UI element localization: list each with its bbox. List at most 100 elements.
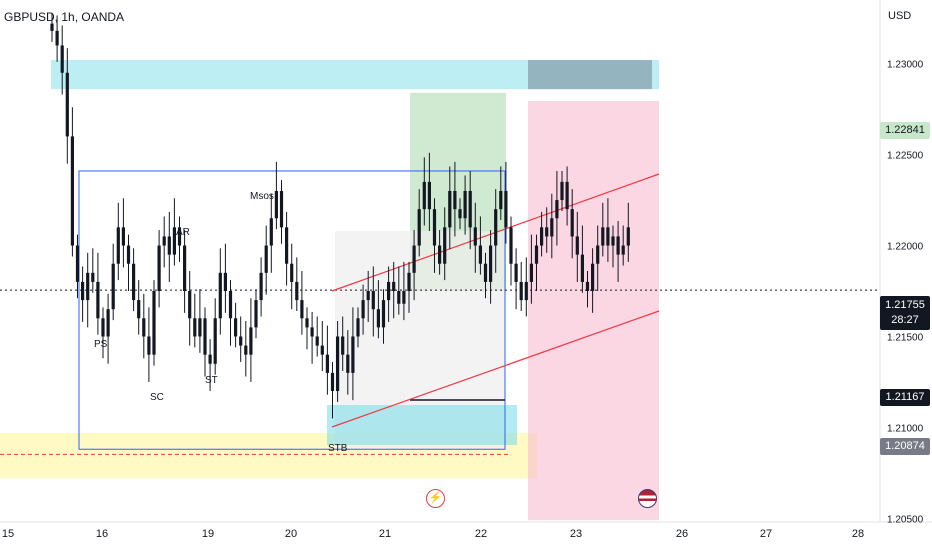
candle-body [193,318,197,337]
candle-body [223,272,227,292]
candle-body [412,245,416,273]
candle-body [468,190,472,228]
candle-body [621,245,625,255]
candle-body [259,272,263,301]
candle-body [494,209,498,246]
candle-body [381,300,386,328]
candle-body [417,209,421,246]
candle-body [504,190,508,228]
candle-body [177,227,182,246]
candle-body [387,281,391,301]
y-tick-label: 1.20500 [887,514,924,525]
supply-zone-overlap [528,60,652,90]
currency-label[interactable]: USD [888,10,912,22]
candle-body [208,354,212,364]
x-tick-label: 16 [96,528,108,540]
x-tick-label: 28 [852,528,864,540]
candle-body [60,45,64,73]
candle-body [254,300,258,328]
candle-body [356,318,360,337]
candle-body [514,263,518,282]
candle-body [529,263,533,282]
candle-body [228,291,233,319]
candle-body [101,318,105,337]
candle-body [147,336,151,355]
candle-body [407,272,411,292]
candle-body [198,318,202,337]
candle-body [81,281,85,301]
us-flag-icon[interactable] [638,489,657,508]
candle-body [534,245,539,264]
candle-body [596,245,600,264]
candle-body [65,72,69,137]
x-tick-label: 27 [760,528,772,540]
candle-body [427,181,431,210]
candle-body [483,263,488,282]
candle-body [570,209,574,237]
x-tick-label: 26 [676,528,688,540]
candle-body [478,245,482,264]
y-tick-label: 1.23000 [887,60,924,71]
candle-body [565,181,569,210]
candle-body [422,181,426,210]
candle-body [126,245,131,264]
candle-body [601,227,605,246]
x-tick-label: 19 [202,528,214,540]
current-price-value: 1.21755 [885,299,925,311]
candle-body [116,227,120,264]
x-tick-label: 23 [570,528,582,540]
candle-body [269,218,273,246]
candle-body [555,200,559,219]
candle-body [453,190,457,210]
current-price-badge: 1.21755 28:27 [880,296,930,330]
candle-body [351,336,355,373]
candle-body [509,227,513,264]
candle-body [86,272,90,301]
candle-body [218,272,222,319]
x-tick-label: 20 [285,528,297,540]
candle-body [290,263,294,282]
candle-body [346,354,350,373]
annotation-ar: AR [176,227,190,238]
candle-body [458,209,462,219]
candle-body [524,281,528,301]
candle-body [305,318,309,328]
candle-body [172,227,176,255]
lightning-icon[interactable]: ⚡ [426,489,445,508]
symbol-title[interactable]: GBPUSD, 1h, OANDA [4,10,125,24]
candle-body [295,281,299,301]
candle-body [580,254,584,282]
candle-body [606,227,610,246]
range-box [78,170,506,450]
countdown-timer: 28:27 [891,314,919,326]
candle-body [585,281,590,292]
candle-body [157,245,161,292]
candle-body [550,218,554,237]
candle-body [55,30,59,46]
annotation-stb: STB [328,443,348,454]
entry-zone [327,405,517,445]
candle-body [167,236,171,255]
candle-body [443,227,447,264]
candle-body [626,227,630,246]
x-tick-label: 15 [2,528,14,540]
candle-body [560,181,564,201]
candle-body [540,227,544,246]
candle-body [499,190,503,210]
candle-body [121,227,125,246]
candle-body [438,245,442,264]
candle-body [234,318,238,337]
candle-body [274,190,278,219]
y-tick-label: 1.22500 [887,151,924,162]
candle-body [300,300,304,319]
candle-body [152,291,156,355]
y-tick-label: 1.22000 [887,242,924,253]
candle-body [616,236,620,255]
candle-body [397,291,401,304]
candle-body [96,281,100,319]
candle-body [203,318,207,355]
candle-body [213,318,217,364]
candle-body [91,272,95,282]
candle-body [376,309,380,328]
